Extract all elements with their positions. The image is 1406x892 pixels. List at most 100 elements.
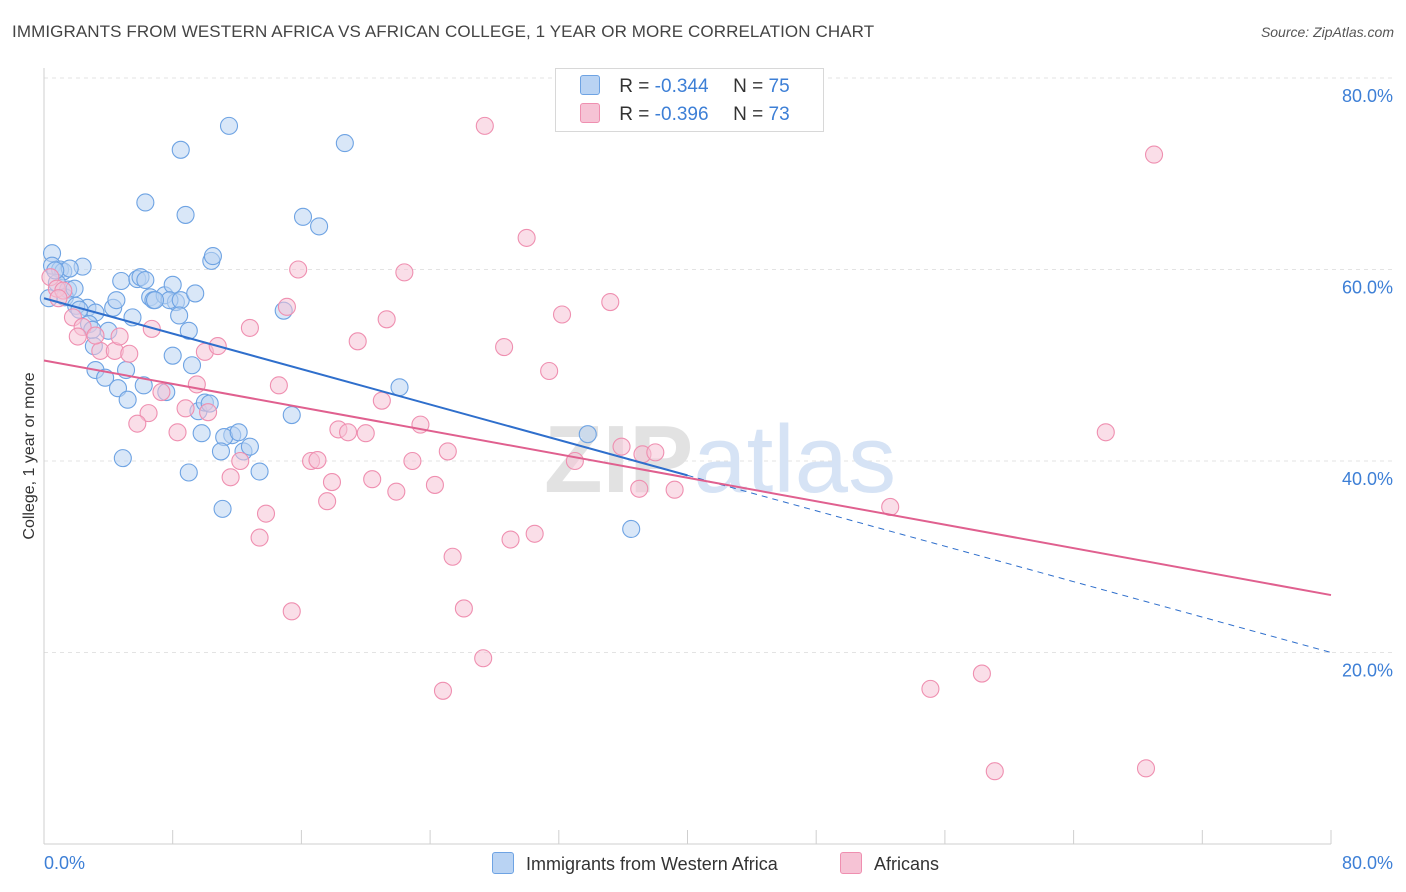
trend-line-immigrants-extension — [687, 474, 1332, 653]
legend-item-africans[interactable]: Africans — [840, 852, 939, 875]
data-point — [211, 442, 231, 461]
data-point — [179, 463, 198, 482]
data-point — [163, 275, 182, 294]
tick-labels: 20.0% 40.0% 60.0% 80.0% 0.0% 80.0% — [44, 86, 1393, 873]
data-point — [118, 390, 137, 409]
data-point — [1096, 423, 1115, 442]
legend-row-blue: R = -0.344 N = 75 — [580, 75, 790, 97]
data-point — [525, 524, 544, 543]
data-point — [134, 376, 153, 395]
data-point — [163, 346, 182, 365]
data-point — [192, 424, 211, 443]
data-point — [269, 376, 288, 395]
y-axis-label: College, 1 year or more — [21, 372, 38, 540]
data-point — [339, 423, 358, 442]
gridlines — [44, 77, 1393, 653]
data-point — [322, 473, 342, 492]
data-point — [120, 344, 139, 363]
data-point — [96, 368, 115, 387]
data-point — [186, 284, 205, 303]
data-point — [240, 437, 259, 456]
series-africans-points — [41, 116, 1164, 781]
r-label: R = — [619, 76, 650, 97]
data-point — [256, 504, 276, 523]
data-point — [250, 462, 269, 481]
y-tick-label: 80.0% — [1342, 86, 1393, 106]
axes — [43, 68, 1332, 845]
data-point — [646, 443, 665, 462]
y-tick-label: 40.0% — [1342, 469, 1393, 489]
trend-line-immigrants — [43, 297, 688, 477]
legend-row-pink: R = -0.396 N = 73 — [580, 103, 790, 125]
data-point — [377, 310, 396, 329]
data-point — [136, 270, 155, 290]
trend-lines — [43, 297, 1332, 653]
data-point — [293, 207, 313, 226]
data-point — [221, 468, 240, 487]
x-tick-label: 80.0% — [1342, 853, 1393, 873]
data-point — [110, 327, 129, 346]
data-point — [219, 116, 239, 135]
data-point — [282, 602, 301, 621]
data-point — [630, 479, 649, 498]
data-point — [335, 134, 354, 153]
data-point — [277, 297, 296, 316]
data-point — [308, 450, 327, 470]
data-point — [176, 399, 195, 418]
n-label: N = — [733, 76, 764, 97]
data-point — [517, 228, 536, 247]
data-point — [282, 405, 301, 425]
data-point — [213, 499, 232, 518]
data-point — [356, 424, 375, 443]
data-point — [601, 293, 620, 312]
data-point — [182, 356, 202, 375]
x-tick-label: 0.0% — [44, 853, 85, 873]
watermark: ZIPatlas — [544, 406, 896, 513]
blue-swatch — [492, 852, 514, 874]
data-point — [86, 326, 105, 345]
data-point — [501, 530, 520, 549]
data-point — [231, 451, 250, 471]
data-point — [203, 247, 222, 266]
data-point — [199, 403, 218, 422]
blue-swatch — [580, 75, 600, 95]
legend-label: Immigrants from Western Africa — [526, 854, 778, 874]
n-value: 75 — [768, 76, 790, 97]
data-point — [921, 679, 940, 698]
data-point — [665, 480, 684, 499]
data-point — [454, 599, 473, 618]
data-point — [168, 423, 187, 442]
data-point — [475, 116, 494, 135]
source-label: Source: ZipAtlas.com — [1260, 24, 1394, 40]
trend-line-africans — [43, 359, 1332, 597]
data-point — [179, 321, 198, 340]
n-label: N = — [733, 104, 764, 125]
data-point — [372, 391, 391, 410]
data-point — [145, 291, 165, 310]
data-point — [612, 437, 631, 456]
data-point — [443, 547, 462, 566]
data-point — [972, 664, 991, 683]
r-value: -0.396 — [654, 104, 709, 125]
legend-label: Africans — [874, 854, 940, 874]
legend-item-immigrants[interactable]: Immigrants from Western Africa — [492, 852, 778, 875]
data-point — [474, 649, 493, 668]
data-point — [387, 482, 406, 501]
data-point — [390, 378, 409, 397]
data-point — [985, 762, 1004, 781]
data-point — [250, 528, 269, 547]
data-point — [112, 271, 131, 291]
pink-swatch — [580, 103, 600, 123]
data-point — [107, 291, 126, 310]
r-value: -0.344 — [654, 76, 709, 97]
data-point — [229, 423, 248, 442]
data-point — [1136, 759, 1156, 778]
correlation-legend: R = -0.344 N = 75 R = -0.396 N = 73 — [555, 68, 824, 132]
data-point — [136, 193, 155, 212]
series-immigrants-points — [39, 116, 641, 539]
data-point — [425, 475, 444, 494]
data-point — [438, 442, 457, 461]
data-point — [318, 492, 337, 511]
data-point — [240, 318, 259, 337]
